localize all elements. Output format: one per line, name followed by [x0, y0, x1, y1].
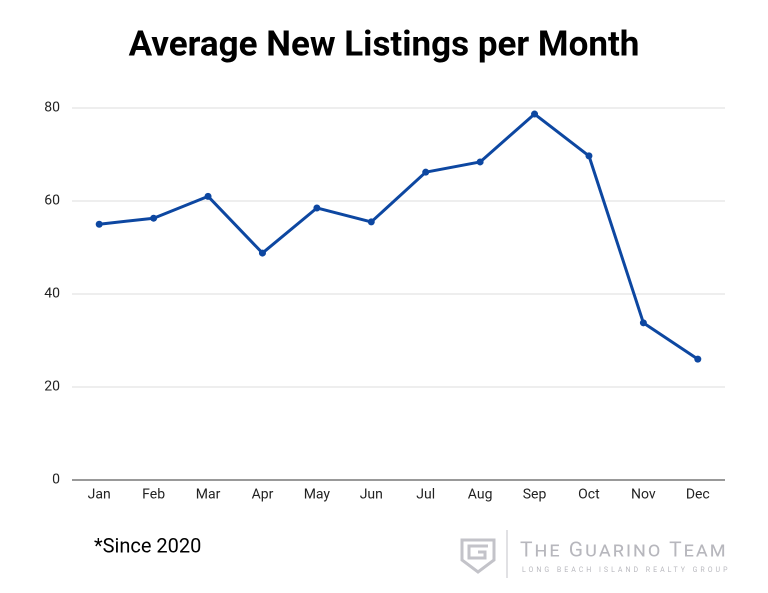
point: [204, 192, 212, 200]
point: [95, 220, 103, 228]
x-tick-label: Dec: [686, 487, 710, 503]
x-tick-label: Oct: [578, 487, 600, 503]
logo: The Guarino Team LONG BEACH ISLAND REALT…: [460, 530, 731, 578]
x-tick-label: Feb: [142, 487, 165, 503]
chart-title: Average New Listings per Month: [129, 23, 640, 64]
footnote: *Since 2020: [94, 533, 201, 557]
point: [313, 204, 321, 212]
point: [694, 355, 702, 363]
x-tick-label: Jun: [360, 487, 383, 503]
x-tick-label: Sep: [523, 487, 547, 503]
x-tick-label: Nov: [631, 487, 656, 503]
y-tick-label: 40: [44, 286, 60, 302]
point: [476, 158, 484, 166]
x-tick-label: Aug: [468, 487, 493, 503]
point: [367, 218, 375, 226]
point: [585, 152, 593, 160]
point: [150, 214, 158, 222]
x-tick-label: Apr: [252, 487, 274, 503]
x-tick-label: Jul: [416, 487, 435, 503]
x-tick-label: Mar: [196, 487, 221, 503]
y-tick-label: 0: [52, 472, 60, 488]
point: [422, 168, 430, 176]
point: [258, 249, 266, 257]
logo-name: The Guarino Team: [520, 539, 728, 563]
line: [99, 112, 699, 361]
point: [531, 110, 539, 118]
point: [639, 319, 647, 327]
y-tick-label: 60: [44, 193, 60, 209]
logo-icon-letter: [467, 544, 488, 560]
logo-icon: [460, 538, 496, 574]
x-tick-label: May: [304, 487, 331, 503]
y-tick-label: 20: [44, 379, 60, 395]
x-tick-label: Jan: [88, 487, 111, 503]
y-tick-label: 80: [44, 100, 60, 116]
logo-tagline: LONG BEACH ISLAND REALTY GROUP: [522, 566, 731, 574]
